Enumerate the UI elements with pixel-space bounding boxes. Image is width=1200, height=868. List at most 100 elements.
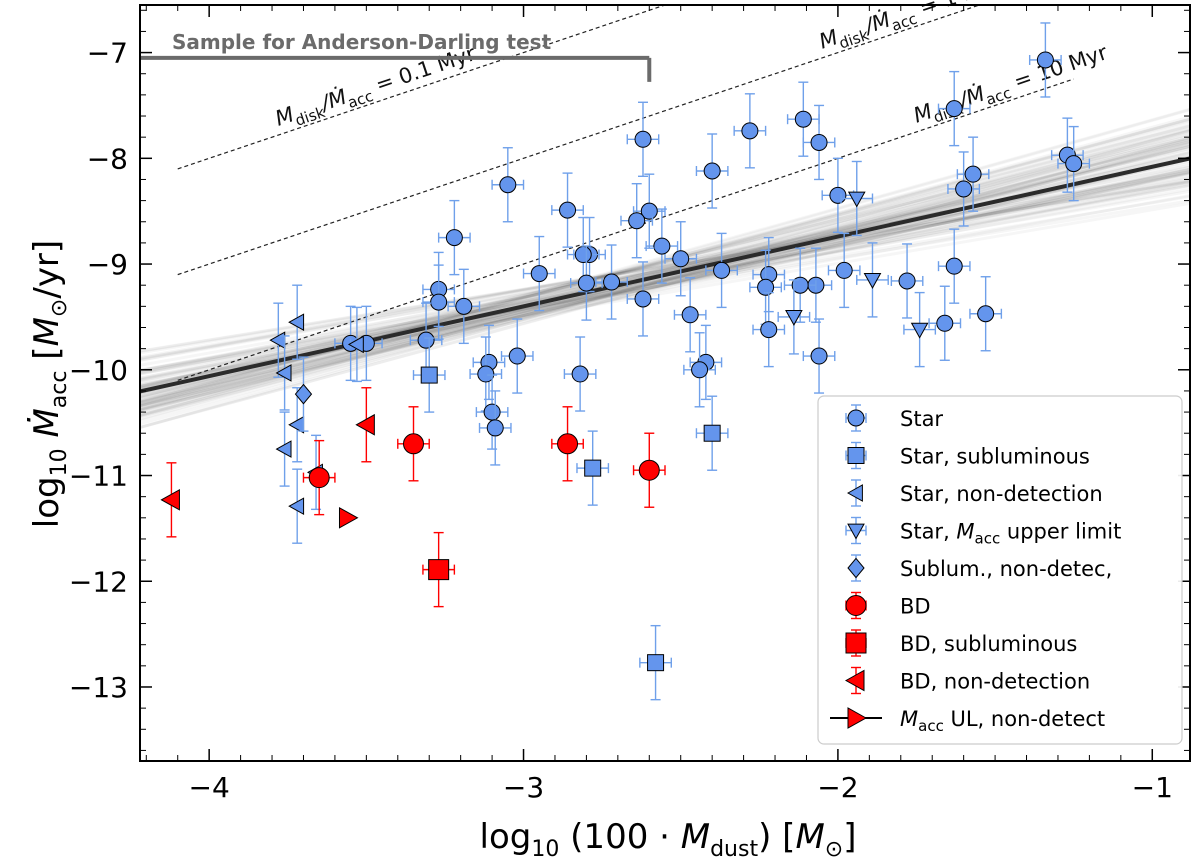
data-point [1028, 22, 1062, 98]
marker [634, 290, 652, 308]
marker [703, 424, 721, 442]
data-point [632, 432, 666, 508]
data-point [733, 93, 767, 169]
data-point [595, 244, 628, 320]
legend-label: Macc UL, non-detect [900, 707, 1105, 735]
y-tick-label: −7 [87, 37, 128, 70]
legend-entry: BD, non-detection [844, 666, 1090, 695]
data-point [856, 242, 889, 318]
data-point [412, 337, 446, 413]
data-point [355, 387, 375, 463]
marker [910, 322, 929, 339]
marker [847, 707, 868, 729]
marker [288, 313, 305, 332]
marker [681, 306, 699, 324]
y-axis-label: log10 Ṁacc [M⊙/yr] [27, 240, 72, 528]
data-points [160, 22, 1091, 701]
marker [977, 305, 995, 323]
legend-label: Sublum., non-detec, [900, 557, 1112, 581]
data-point [288, 387, 305, 463]
data-point [551, 406, 584, 482]
data-point [347, 306, 364, 383]
data-point [478, 390, 512, 466]
marker [955, 180, 973, 198]
data-point [620, 182, 654, 259]
data-point [777, 279, 811, 355]
marker [288, 497, 305, 516]
marker [574, 246, 592, 264]
data-point [695, 133, 729, 209]
marker [847, 191, 866, 208]
legend-label: Star [900, 407, 943, 431]
x-tick-label: −4 [189, 771, 230, 804]
marker [847, 447, 865, 464]
data-point [752, 291, 786, 368]
data-point [626, 101, 660, 177]
y-tick-label: −13 [69, 671, 128, 704]
marker [647, 654, 665, 672]
data-point [397, 406, 430, 482]
marker [863, 273, 882, 289]
marker [847, 409, 865, 427]
legend-entry: Macc UL, non-detect [830, 707, 1105, 735]
data-point [469, 336, 503, 412]
legend-entry: Star [845, 404, 943, 432]
marker [845, 632, 867, 654]
data-point [890, 243, 924, 319]
marker [653, 237, 671, 255]
legend-label: Star, non-detection [900, 482, 1103, 506]
marker [559, 201, 577, 219]
legend-label: BD, subluminous [900, 632, 1077, 656]
marker [945, 257, 963, 275]
data-point [338, 506, 359, 529]
data-point [903, 291, 937, 368]
marker [1036, 51, 1054, 69]
marker [275, 364, 292, 382]
data-point [749, 249, 783, 326]
data-point [288, 468, 305, 544]
ratio-line [177, 4, 666, 170]
data-point [937, 70, 971, 147]
marker [936, 314, 954, 332]
data-point [969, 276, 1003, 352]
marker [691, 361, 709, 379]
marker [847, 523, 865, 540]
data-point [275, 335, 292, 411]
data-point [664, 221, 698, 297]
y-tick-label: −9 [87, 248, 128, 281]
marker [355, 413, 375, 436]
y-tick-label: −10 [69, 354, 128, 387]
ratio-line [177, 78, 1074, 381]
data-point [491, 147, 525, 223]
x-tick-label: −2 [817, 771, 858, 804]
data-point [947, 151, 981, 227]
data-point [447, 268, 481, 345]
data-point [1057, 125, 1091, 202]
data-point [937, 228, 971, 304]
marker [499, 176, 517, 194]
marker [703, 162, 721, 180]
data-point [695, 395, 729, 471]
legend-label: BD [900, 595, 931, 619]
data-point [632, 173, 666, 249]
data-point [840, 160, 874, 237]
marker [603, 273, 621, 291]
marker [846, 484, 863, 502]
marker [530, 265, 548, 283]
marker [428, 559, 450, 581]
legend-entry: Star, Macc upper limit [845, 516, 1121, 548]
marker [794, 110, 812, 128]
data-point [437, 199, 471, 276]
data-point [626, 261, 660, 337]
data-point [827, 232, 861, 309]
data-point [783, 247, 817, 323]
marker [964, 165, 982, 183]
marker [577, 274, 595, 292]
data-point [563, 336, 597, 412]
legend-label: Star, subluminous [900, 445, 1090, 469]
marker [810, 133, 828, 151]
marker [791, 276, 809, 294]
marker [741, 122, 759, 140]
x-tick-label: −1 [1132, 771, 1173, 804]
